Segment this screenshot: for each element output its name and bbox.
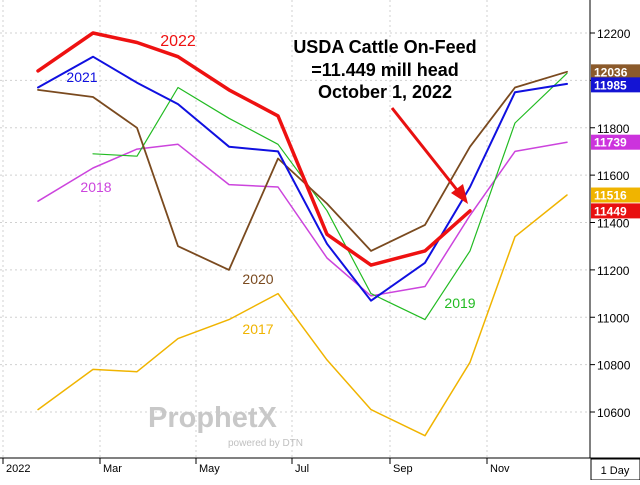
last-value-label-2017: 11516 bbox=[594, 189, 627, 203]
grid bbox=[0, 0, 590, 458]
last-value-label-2022: 11449 bbox=[594, 204, 627, 218]
y-tick-label: 11000 bbox=[597, 311, 630, 325]
series-label-2022: 2022 bbox=[160, 33, 196, 50]
y-tick-label: 10800 bbox=[597, 359, 631, 373]
y-tick-label: 11800 bbox=[597, 122, 630, 136]
prophetx-logo: ProphetX powered by DTN bbox=[148, 402, 303, 449]
last-value-label-2020: 12036 bbox=[594, 65, 628, 79]
last-value-label-2018: 11739 bbox=[594, 136, 627, 150]
last-value-box-2022 bbox=[591, 203, 640, 219]
series-label-2018: 2018 bbox=[80, 179, 111, 195]
series-line-2017 bbox=[37, 194, 568, 437]
last-value-box-2018 bbox=[591, 134, 640, 150]
logo-sub: powered by DTN bbox=[228, 438, 303, 449]
axis-frame bbox=[0, 0, 640, 459]
x-tick-label: Mar bbox=[103, 463, 122, 475]
annotation-line-1: USDA Cattle On-Feed bbox=[293, 37, 476, 57]
series-label-2019: 2019 bbox=[444, 295, 475, 311]
x-axis: 2022 Mar May Jul Sep Nov bbox=[2, 458, 510, 475]
annotation-line-2: =11.449 mill head bbox=[311, 60, 459, 80]
x-tick-label: Jul bbox=[295, 463, 309, 475]
y-tick-label: 11600 bbox=[597, 169, 630, 183]
x-tick-label: Nov bbox=[490, 463, 510, 475]
series-line-2018 bbox=[37, 141, 568, 297]
series-labels: 2017 2018 2019 2020 2021 2022 bbox=[66, 33, 475, 337]
y-tick-label: 11400 bbox=[597, 217, 630, 231]
last-value-label-2021: 11985 bbox=[594, 78, 627, 92]
annotation-arrowhead bbox=[451, 184, 468, 204]
x-tick-label: Sep bbox=[393, 463, 413, 475]
series-label-2017: 2017 bbox=[242, 321, 273, 337]
last-value-box-2017 bbox=[591, 187, 640, 203]
annotation-arrow-shaft bbox=[390, 107, 463, 196]
y-tick-label: 12200 bbox=[597, 27, 631, 41]
y-tick-label: 10600 bbox=[597, 406, 631, 420]
logo-text: ProphetX bbox=[148, 402, 278, 434]
last-value-box-2020 bbox=[591, 64, 640, 80]
series-line-2022 bbox=[36, 31, 472, 267]
last-value-box-2021 bbox=[591, 77, 640, 93]
series-line-2021 bbox=[37, 55, 568, 302]
series-line-2019 bbox=[92, 72, 568, 321]
x-tick-label: 2022 bbox=[6, 463, 30, 475]
series-label-2020: 2020 bbox=[242, 271, 273, 287]
annotation-line-3: October 1, 2022 bbox=[318, 82, 452, 102]
x-axis-panel bbox=[0, 458, 640, 480]
x-tick-label: May bbox=[199, 463, 220, 475]
y-tick-label: 11200 bbox=[597, 264, 630, 278]
series-lines bbox=[36, 31, 568, 437]
timeframe-label: 1 Day bbox=[601, 465, 630, 477]
annotation: USDA Cattle On-Feed =11.449 mill head Oc… bbox=[293, 37, 477, 204]
plot-area bbox=[0, 0, 590, 458]
timeframe-box[interactable]: 1 Day bbox=[590, 458, 640, 481]
series-line-2020 bbox=[37, 70, 568, 271]
series-label-2021: 2021 bbox=[66, 69, 97, 85]
